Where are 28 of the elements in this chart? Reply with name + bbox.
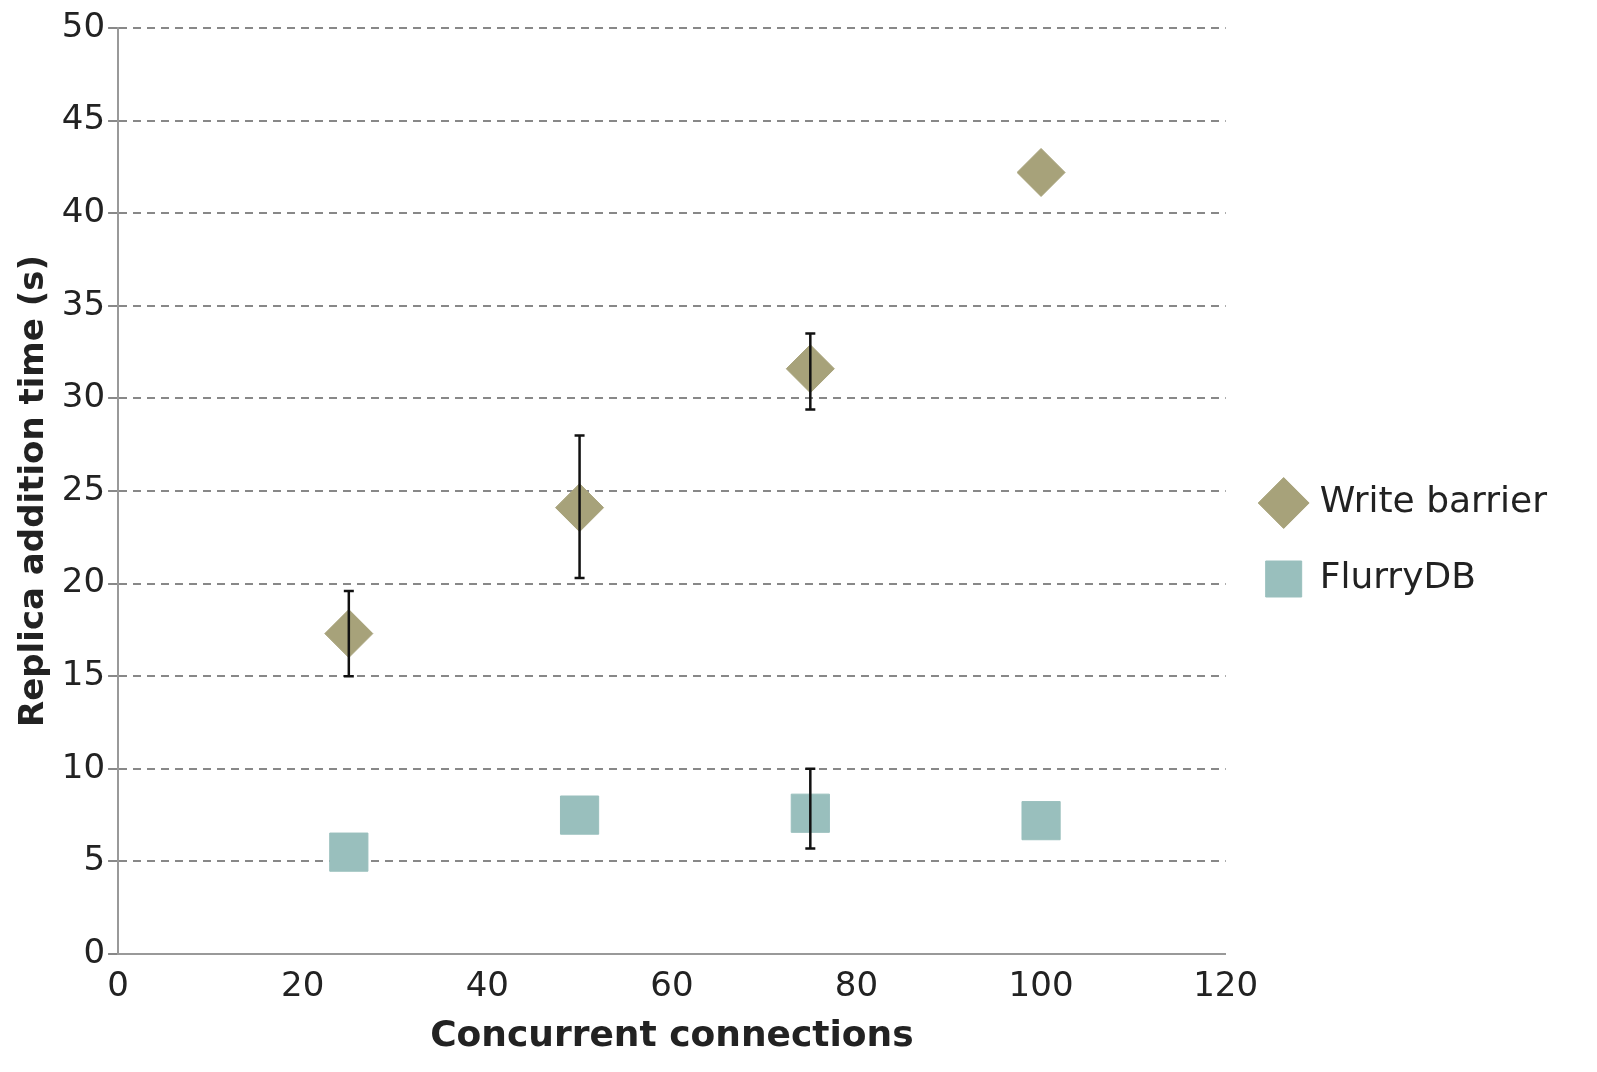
- point: [555, 483, 605, 533]
- y-tick-label: 5: [83, 838, 106, 879]
- legend-label: FlurryDB: [1319, 555, 1476, 597]
- x-axis-title: Concurrent connections: [430, 1012, 914, 1054]
- y-axis-title: Replica addition time (s): [11, 255, 52, 727]
- x-tick-label: 120: [1193, 964, 1259, 1005]
- legend-label: Write barrier: [1319, 479, 1548, 521]
- y-tick-label: 10: [61, 745, 106, 786]
- point: [1021, 801, 1061, 841]
- x-tick-label: 100: [1008, 964, 1074, 1005]
- y-tick-label: 30: [61, 375, 106, 416]
- y-tick-label: 20: [61, 560, 106, 601]
- point: [790, 793, 830, 833]
- x-tick-label: 40: [465, 964, 509, 1005]
- point: [329, 832, 369, 872]
- y-tick-label: 0: [83, 930, 106, 971]
- y-tick-label: 35: [61, 282, 106, 323]
- y-tick-label: 25: [61, 467, 106, 508]
- y-tick-label: 50: [61, 4, 106, 45]
- x-tick-label: 20: [281, 964, 325, 1005]
- point: [559, 795, 600, 835]
- point: [1016, 147, 1066, 197]
- y-tick-label: 45: [61, 97, 106, 138]
- point: [324, 609, 374, 659]
- y-tick-label: 40: [61, 190, 106, 231]
- x-tick-label: 80: [834, 964, 879, 1005]
- x-tick-label: 60: [650, 964, 694, 1005]
- y-tick-label: 15: [61, 653, 106, 694]
